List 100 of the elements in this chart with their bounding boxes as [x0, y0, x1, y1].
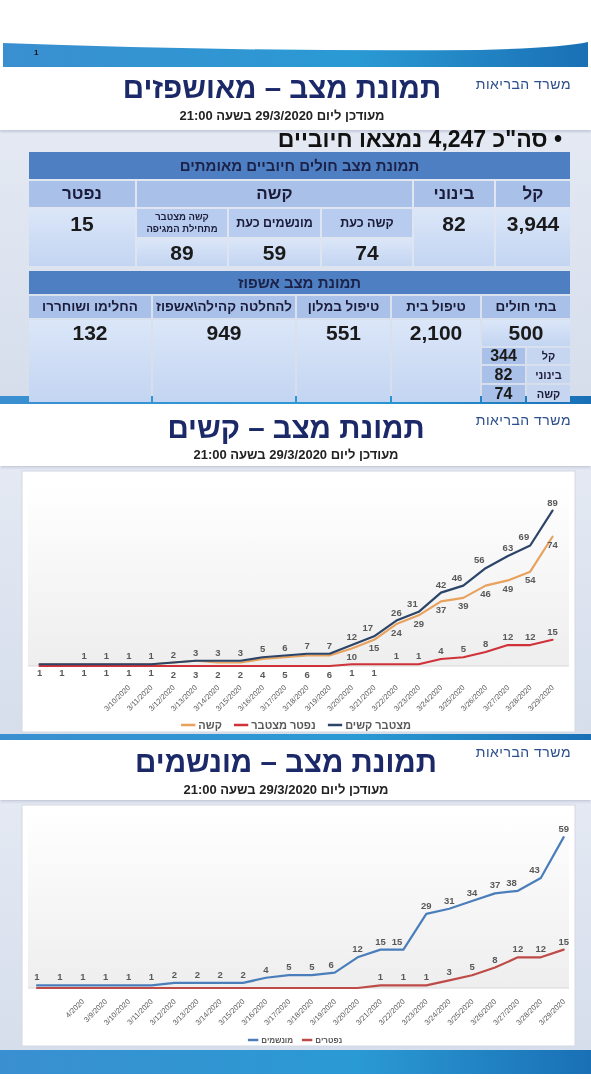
data-label: 1: [81, 650, 88, 662]
text: בינוני: [433, 184, 475, 204]
text: קל: [522, 184, 544, 204]
data-label: 3: [215, 646, 221, 658]
data-label: 56: [474, 554, 485, 566]
text: קשה מצטבר מתחילת המגיפה: [137, 211, 227, 235]
data-label: 2: [194, 968, 200, 980]
data-label: 5: [309, 961, 316, 973]
text: מעודכן ליום 29/3/2020 בשעה 21:00: [178, 107, 386, 125]
text: טיפול במלון: [307, 299, 380, 315]
text: 74: [355, 240, 379, 265]
data-label: 6: [282, 641, 288, 653]
chart-subtitle: מעודכן ליום 29/3/2020 בשעה 21:00: [182, 781, 390, 799]
data-label: 12: [512, 943, 524, 955]
data-label: 1: [125, 971, 132, 983]
data-label: 1: [103, 971, 110, 983]
data-label: 1: [126, 666, 133, 678]
data-label: 10: [346, 651, 358, 663]
data-label: 31: [407, 597, 419, 609]
legend-label: נפטרים: [315, 1035, 343, 1045]
data-label: 31: [443, 894, 456, 906]
data-label: 54: [524, 574, 537, 586]
data-label: 43: [529, 864, 540, 876]
data-label: 3: [193, 646, 199, 658]
data-label: 1: [103, 666, 110, 678]
data-label: 38: [506, 876, 517, 888]
data-label: 8: [482, 638, 489, 650]
data-label: 8: [492, 953, 498, 965]
text: תמונת מצב – מאושפזים: [122, 71, 442, 104]
data-label: 2: [170, 668, 177, 680]
chart-subtitle: מעודכן ליום 29/3/2020 בשעה 21:00: [192, 446, 400, 464]
text: 15: [70, 212, 94, 236]
text: תמונת מצב אשפוז: [237, 273, 362, 291]
data-label: 39: [458, 600, 469, 612]
data-label: 3: [193, 668, 199, 680]
data-label: 1: [80, 971, 87, 983]
data-label: 49: [502, 582, 514, 594]
data-label: 1: [400, 971, 407, 983]
data-label: 1: [371, 666, 378, 678]
data-label: 2: [217, 968, 223, 980]
data-label: 2: [170, 648, 177, 660]
data-label: 6: [326, 668, 333, 680]
data-label: 3: [237, 646, 243, 658]
data-label: 7: [304, 639, 310, 651]
text: 132: [72, 321, 108, 345]
text: 344: [490, 346, 517, 365]
data-label: 24: [391, 626, 403, 638]
data-label: 5: [286, 961, 293, 973]
data-label: 15: [547, 625, 559, 637]
data-label: 59: [558, 823, 569, 835]
data-label: 26: [391, 606, 402, 618]
data-label: 1: [416, 650, 423, 662]
data-label: 12: [352, 943, 363, 955]
data-label: 1: [148, 650, 155, 662]
data-label: 5: [460, 643, 467, 655]
data-label: 7: [326, 639, 333, 651]
text: 3,944: [506, 212, 560, 236]
text: קשה כעת: [340, 216, 394, 230]
data-label: 1: [36, 666, 43, 678]
data-label: 1: [148, 666, 155, 678]
data-label: 5: [259, 643, 266, 655]
data-label: 5: [282, 668, 289, 680]
data-label: 2: [237, 668, 243, 680]
text: קל: [541, 349, 556, 362]
data-label: 37: [489, 879, 501, 891]
data-label: 1: [81, 666, 88, 678]
text: 59: [262, 240, 287, 265]
text: 551: [325, 321, 362, 345]
data-label: 2: [240, 968, 246, 980]
data-label: 4: [259, 668, 266, 680]
data-label: 17: [362, 622, 374, 634]
data-label: 15: [368, 642, 381, 654]
text: בתי חולים: [495, 299, 557, 315]
data-label: 46: [451, 571, 463, 583]
text: משרד הבריאות: [475, 75, 571, 93]
text: 82: [442, 212, 466, 236]
text: 89: [170, 240, 194, 265]
data-label: 1: [34, 971, 41, 983]
data-label: 12: [502, 631, 514, 643]
text: 2,100: [409, 321, 463, 345]
data-label: 74: [547, 539, 559, 551]
data-label: 1: [59, 666, 66, 678]
data-label: 1: [57, 971, 64, 983]
text: 74: [494, 384, 513, 403]
text: 949: [206, 321, 242, 345]
data-label: 2: [215, 668, 221, 680]
data-label: 29: [413, 617, 424, 629]
data-label: 12: [346, 631, 358, 643]
data-label: 1: [126, 650, 133, 662]
text: מונשמים כעת: [236, 216, 313, 230]
data-label: 5: [469, 961, 476, 973]
data-label: 6: [328, 958, 334, 970]
data-label: 12: [535, 943, 547, 955]
data-label: 69: [518, 531, 530, 543]
text: החלימו ושוחררו: [42, 299, 138, 315]
text: 82: [494, 365, 513, 384]
text: נפטר: [62, 184, 102, 204]
data-label: 29: [421, 899, 432, 911]
legend-label: נפטר מצטבר: [251, 718, 316, 731]
data-label: 3: [446, 966, 452, 978]
